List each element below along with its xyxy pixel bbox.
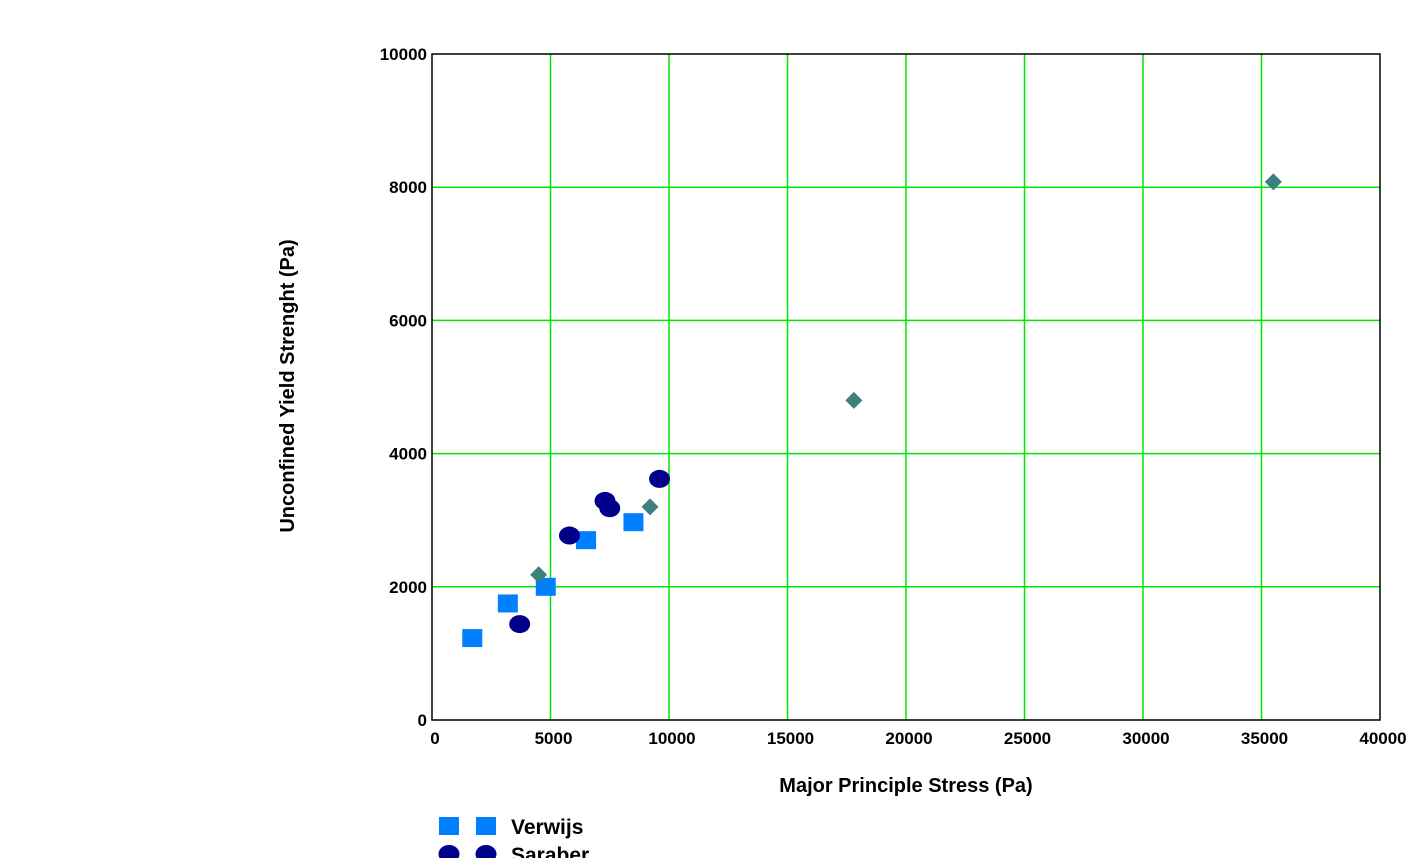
data-point-circle <box>649 469 671 488</box>
x-axis-title: Major Principle Stress (Pa) <box>779 775 1032 797</box>
x-tick-label: 30000 <box>1122 729 1169 748</box>
y-axis-title: Unconfined Yield Strenght (Pa) <box>277 239 299 532</box>
data-point-circle <box>438 845 460 858</box>
grid-lines <box>432 54 1380 720</box>
data-point-circle <box>475 845 497 858</box>
x-tick-label: 20000 <box>885 729 932 748</box>
x-tick-label: 40000 <box>1359 729 1406 748</box>
x-tick-label: 10000 <box>648 729 695 748</box>
data-point-diamond <box>1264 173 1282 191</box>
data-point-square <box>623 513 644 532</box>
legend-label: Saraber <box>511 844 589 858</box>
data-point-diamond <box>845 391 863 409</box>
y-tick-label: 6000 <box>389 311 427 330</box>
x-tick-label: 15000 <box>767 729 814 748</box>
data-point-square <box>462 629 483 648</box>
data-point-diamond <box>530 566 548 584</box>
data-point-diamond <box>641 498 659 516</box>
data-markers <box>462 173 1282 648</box>
data-point-square <box>576 531 597 550</box>
legend: Verwijs Saraber <box>438 816 589 858</box>
axis-ticks: 0 5000 10000 15000 20000 25000 30000 35000 40000… <box>380 45 1407 748</box>
x-tick-label: 35000 <box>1241 729 1288 748</box>
x-tick-label: 0 <box>430 729 439 748</box>
plot-area-frame <box>431 53 1381 721</box>
x-tick-label: 25000 <box>1004 729 1051 748</box>
data-point-circle <box>558 526 580 545</box>
y-tick-label: 0 <box>418 711 427 730</box>
legend-label: Verwijs <box>511 816 583 839</box>
data-point-square <box>439 817 459 835</box>
y-tick-label: 10000 <box>380 45 427 64</box>
data-point-square <box>497 594 518 613</box>
y-tick-label: 4000 <box>389 445 427 464</box>
data-point-circle <box>509 615 531 634</box>
y-tick-label: 2000 <box>389 578 427 597</box>
data-point-square <box>535 577 556 596</box>
y-tick-label: 8000 <box>389 178 427 197</box>
data-point-circle <box>599 499 621 518</box>
data-point-square <box>476 817 496 835</box>
x-tick-label: 5000 <box>535 729 573 748</box>
